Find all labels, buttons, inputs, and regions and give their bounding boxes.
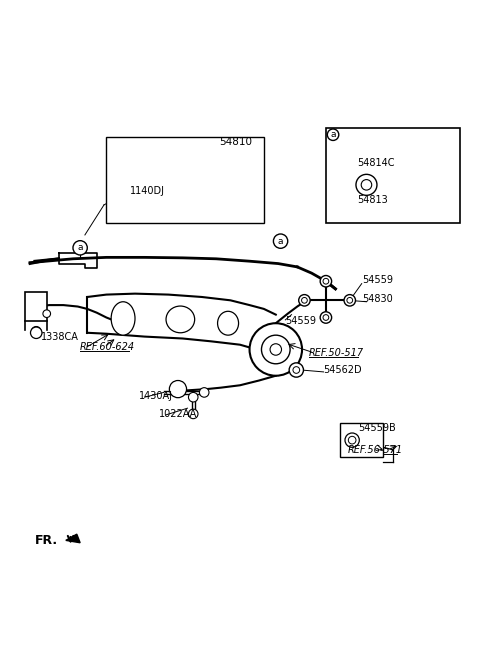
Text: 54830: 54830 xyxy=(362,295,393,304)
Circle shape xyxy=(320,312,332,323)
Circle shape xyxy=(270,344,281,355)
Text: 1338CA: 1338CA xyxy=(41,331,79,342)
Circle shape xyxy=(323,315,329,320)
Bar xyxy=(340,423,383,457)
Circle shape xyxy=(169,380,187,398)
Text: a: a xyxy=(77,243,83,253)
Circle shape xyxy=(262,335,290,364)
Circle shape xyxy=(73,241,87,255)
Ellipse shape xyxy=(111,302,135,335)
Circle shape xyxy=(32,327,41,336)
Circle shape xyxy=(323,278,329,284)
Circle shape xyxy=(293,367,300,373)
Circle shape xyxy=(356,174,377,195)
Bar xyxy=(326,127,459,223)
Circle shape xyxy=(299,295,310,306)
Text: 54813: 54813 xyxy=(357,195,388,205)
Ellipse shape xyxy=(166,306,195,333)
Circle shape xyxy=(34,329,38,334)
Text: a: a xyxy=(278,237,283,245)
Circle shape xyxy=(189,392,198,402)
Circle shape xyxy=(344,295,356,306)
Circle shape xyxy=(348,436,356,444)
Circle shape xyxy=(327,129,339,140)
Circle shape xyxy=(289,363,303,377)
Text: 1140DJ: 1140DJ xyxy=(130,186,165,195)
Circle shape xyxy=(347,297,353,303)
Circle shape xyxy=(250,323,302,376)
Text: 54559: 54559 xyxy=(285,316,316,326)
Circle shape xyxy=(361,180,372,190)
Polygon shape xyxy=(66,534,80,543)
Circle shape xyxy=(189,409,198,419)
Ellipse shape xyxy=(217,312,239,335)
Circle shape xyxy=(43,310,50,318)
Text: REF.56-571: REF.56-571 xyxy=(348,445,403,455)
Text: REF.60-624: REF.60-624 xyxy=(80,342,135,352)
Bar xyxy=(25,292,47,321)
Text: FR.: FR. xyxy=(35,534,58,547)
Text: 54810: 54810 xyxy=(219,137,252,147)
Text: 1430AJ: 1430AJ xyxy=(139,391,173,401)
Text: REF.50-517: REF.50-517 xyxy=(309,348,364,358)
Bar xyxy=(107,137,264,223)
Text: 54559B: 54559B xyxy=(359,423,396,433)
Circle shape xyxy=(320,276,332,287)
Circle shape xyxy=(199,388,209,397)
Circle shape xyxy=(345,433,360,447)
Text: 1022AA: 1022AA xyxy=(159,409,197,419)
Text: 54814C: 54814C xyxy=(357,158,395,169)
Circle shape xyxy=(301,297,307,303)
Circle shape xyxy=(274,234,288,249)
Text: 54559: 54559 xyxy=(362,276,393,285)
Text: 54562D: 54562D xyxy=(324,365,362,375)
Circle shape xyxy=(31,327,42,338)
Text: a: a xyxy=(330,131,336,139)
